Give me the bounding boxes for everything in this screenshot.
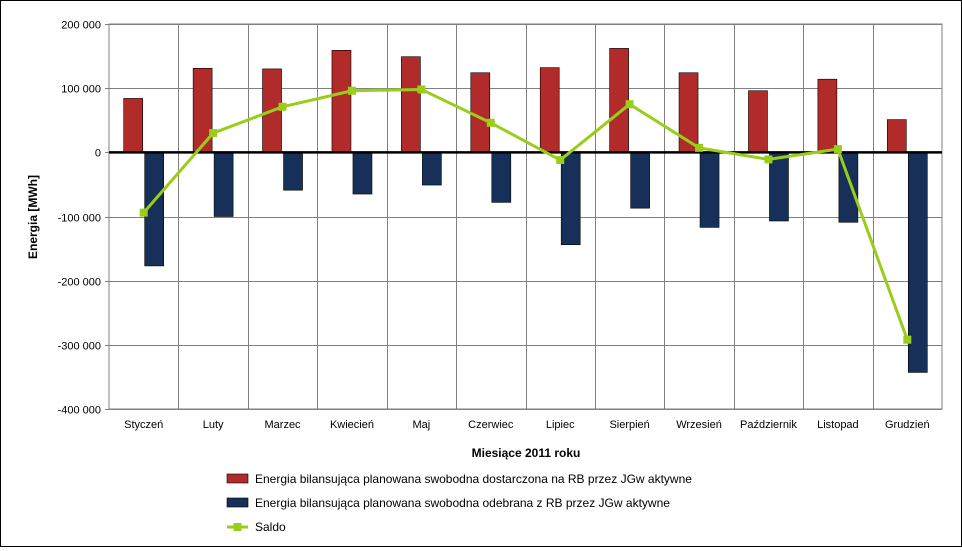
x-tick-label: Marzec [265, 419, 302, 431]
legend-label-odebrana: Energia bilansująca planowana swobodna o… [255, 496, 670, 510]
x-tick-label: Maj [413, 419, 431, 431]
y-axis-title: Energia [MWh] [26, 175, 40, 259]
saldo-point [417, 85, 426, 94]
y-tick-label: -400 000 [58, 405, 101, 417]
x-tick-label: Grudzień [885, 419, 930, 431]
x-axis-title: Miesiące 2011 roku [472, 446, 581, 460]
saldo-point [139, 208, 148, 217]
saldo-point [625, 100, 634, 109]
bars [123, 48, 928, 373]
x-tick-label: Styczeń [124, 419, 163, 431]
x-tick-label: Październik [740, 419, 797, 431]
x-tick-label: Kwiecień [330, 419, 374, 431]
y-tick-label: 0 [95, 148, 101, 160]
legend-swatch-dostarczona [226, 473, 249, 484]
x-tick-label: Lipiec [546, 419, 575, 431]
x-tick-label: Sierpień [609, 419, 649, 431]
saldo-point [556, 156, 565, 165]
x-tick-label: Luty [203, 419, 224, 431]
legend-label-saldo: Saldo [255, 520, 286, 534]
saldo-line [142, 87, 909, 341]
legend-swatch-saldo-marker [233, 523, 242, 531]
y-tick-label: -300 000 [58, 341, 101, 353]
bar-dostarczona [748, 90, 768, 153]
saldo-point [903, 335, 912, 344]
y-tick-label: 100 000 [61, 84, 101, 96]
bar-odebrana [699, 152, 720, 228]
bar-odebrana [213, 152, 234, 217]
x-tick-label: Listopad [817, 419, 859, 431]
bar-dostarczona [123, 98, 144, 153]
bar-odebrana [422, 152, 442, 186]
x-tick-label: Wrzesień [676, 419, 722, 431]
bar-odebrana [352, 152, 373, 195]
x-tick-label: Czerwiec [468, 419, 514, 431]
y-tick-label: -200 000 [58, 277, 101, 289]
saldo-point [209, 129, 218, 138]
bar-odebrana [630, 152, 650, 209]
bar-dostarczona [401, 56, 421, 153]
grid [105, 23, 943, 410]
bar-dostarczona [331, 50, 352, 153]
bar-odebrana [491, 152, 512, 203]
bar-odebrana [283, 152, 303, 191]
y-tick-label: 200 000 [61, 20, 101, 32]
bar-dostarczona [539, 67, 560, 153]
tick-labels: 200 000 100 000 0 -100 000 -200 000 -300 000 -… [58, 20, 930, 432]
saldo-point [764, 155, 773, 164]
bar-odebrana [560, 152, 581, 246]
saldo-line-layer [139, 85, 912, 344]
legend-label-dostarczona: Energia bilansująca planowana swobodna d… [255, 472, 692, 486]
saldo-point [278, 102, 287, 111]
saldo-point [486, 118, 495, 127]
plot-area [108, 23, 943, 410]
legend: Energia bilansująca planowana swobodna d… [226, 472, 692, 534]
bar-dostarczona [470, 72, 491, 153]
bar-dostarczona [817, 78, 838, 153]
y-tick-label: -100 000 [58, 213, 101, 225]
saldo-point [833, 145, 842, 154]
saldo-point [695, 143, 704, 152]
saldo-point [347, 86, 356, 95]
legend-swatch-odebrana [226, 497, 249, 508]
bar-dostarczona [886, 119, 907, 153]
